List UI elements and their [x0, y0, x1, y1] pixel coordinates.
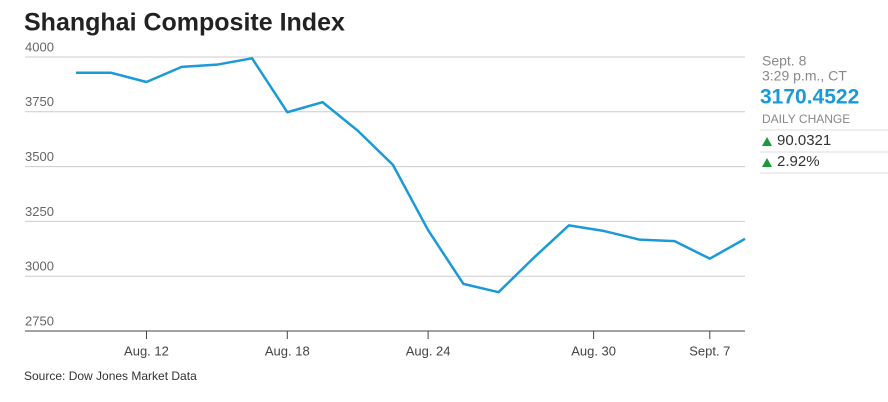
panel-date: Sept. 8 [762, 53, 807, 69]
side-panel: Sept. 8 3:29 p.m., CT 3170.4522 DAILY CH… [760, 53, 888, 174]
y-tick-label: 3750 [25, 94, 54, 109]
panel-change: 90.0321 [777, 132, 831, 149]
y-tick-label: 4000 [25, 39, 54, 54]
line [76, 57, 746, 294]
y-tick-label: 3000 [25, 259, 54, 274]
panel-price: 3170.4522 [760, 86, 859, 109]
chart-title: Shanghai Composite Index [24, 9, 345, 37]
panel-time: 3:29 p.m., CT [762, 68, 847, 84]
y-tick-label: 3250 [25, 204, 54, 219]
x-tick-label: Aug. 24 [406, 343, 451, 358]
panel-change-label: DAILY CHANGE [762, 112, 850, 126]
x-tick-label: Aug. 12 [124, 343, 169, 358]
x-tick-label: Sept. 7 [689, 343, 730, 358]
source: Source: Dow Jones Market Data [24, 369, 197, 383]
up-arrow [762, 137, 772, 146]
x-tick-label: Aug. 30 [571, 343, 616, 358]
up-arrow [762, 158, 772, 167]
panel-change-pct: 2.92% [777, 153, 820, 170]
x-tick-label: Aug. 18 [265, 343, 310, 358]
y-tick-label: 2750 [25, 313, 54, 328]
y-tick-label: 3500 [25, 149, 54, 164]
